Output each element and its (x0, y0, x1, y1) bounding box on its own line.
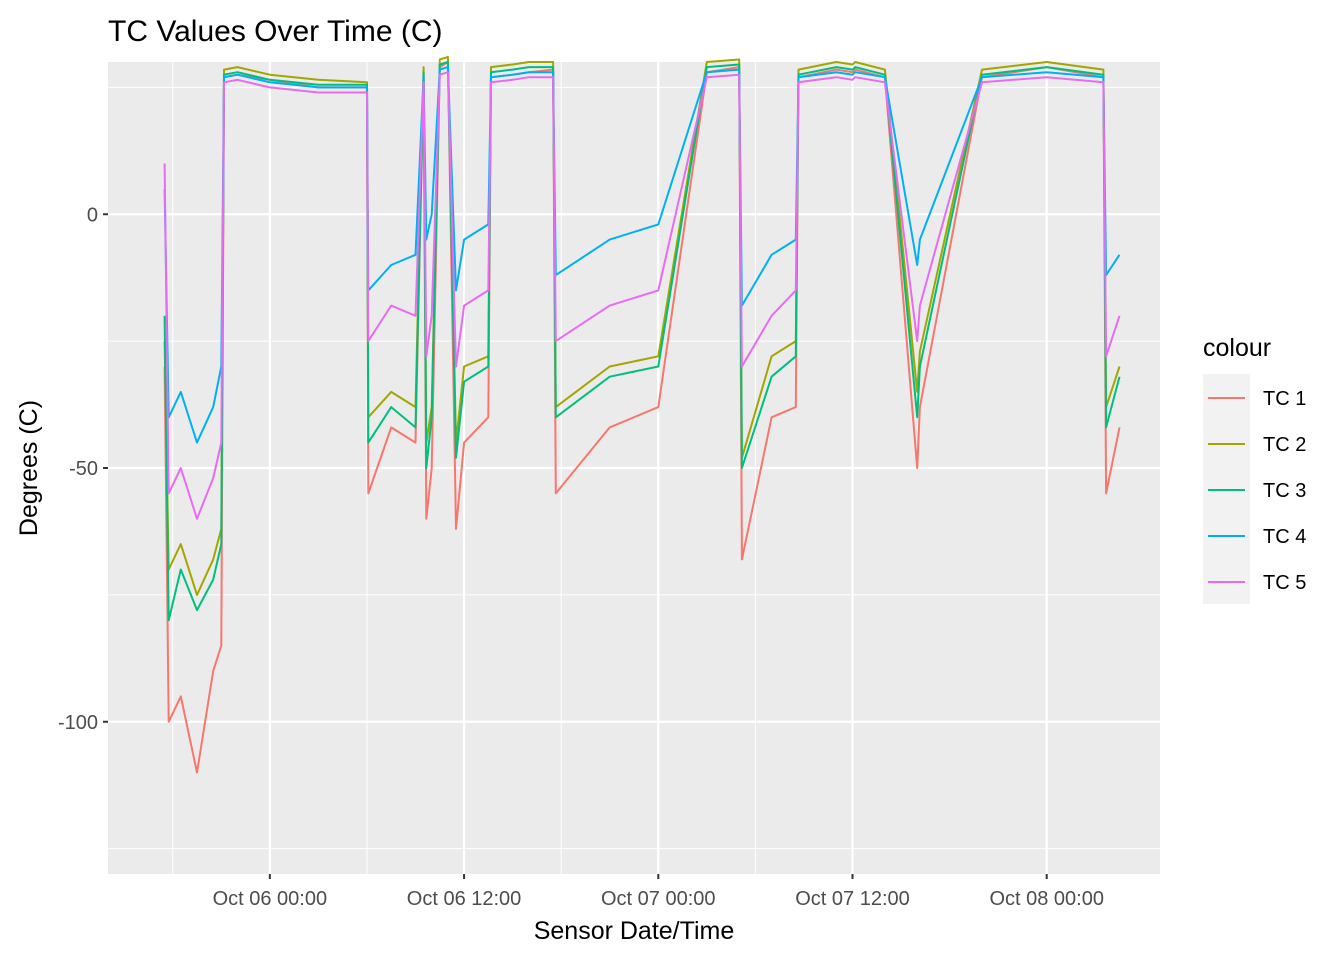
legend-label-tc-1: TC 1 (1263, 388, 1306, 410)
y-axis-ticks: 0 -50 -100 (58, 204, 108, 734)
legend-label-tc-3: TC 3 (1263, 480, 1306, 502)
legend-label-tc-4: TC 4 (1263, 526, 1306, 548)
series-line-tc-3 (163, 61, 1121, 622)
y-tick-label: -100 (58, 712, 98, 734)
x-tick-label: Oct 08 00:00 (989, 888, 1104, 910)
legend-title: colour (1203, 334, 1271, 362)
y-tick-label: -50 (69, 458, 98, 480)
legend-label-tc-2: TC 2 (1263, 434, 1306, 456)
x-tick-label: Oct 07 12:00 (795, 888, 910, 910)
y-tick-label: 0 (87, 204, 98, 226)
major-gridlines (108, 62, 1160, 874)
x-axis-ticks: Oct 06 00:00 Oct 06 12:00 Oct 07 00:00 Oct … (213, 874, 1104, 910)
series-line-tc-5 (163, 71, 1121, 520)
series-line-tc-4 (163, 66, 1121, 444)
x-tick-label: Oct 07 00:00 (601, 888, 716, 910)
series-lines (163, 55, 1121, 774)
legend: colour TC 1 TC 2 TC 3 TC 4 TC 5 (1203, 334, 1306, 604)
legend-label-tc-5: TC 5 (1263, 572, 1306, 594)
x-axis-title: Sensor Date/Time (534, 917, 735, 945)
x-tick-label: Oct 06 12:00 (407, 888, 522, 910)
legend-items: TC 1 TC 2 TC 3 TC 4 TC 5 (1203, 374, 1306, 604)
chart-title: TC Values Over Time (C) (108, 15, 443, 48)
series-line-tc-2 (163, 55, 1121, 596)
y-axis-title: Degrees (C) (15, 400, 43, 536)
x-tick-label: Oct 06 00:00 (213, 888, 328, 910)
